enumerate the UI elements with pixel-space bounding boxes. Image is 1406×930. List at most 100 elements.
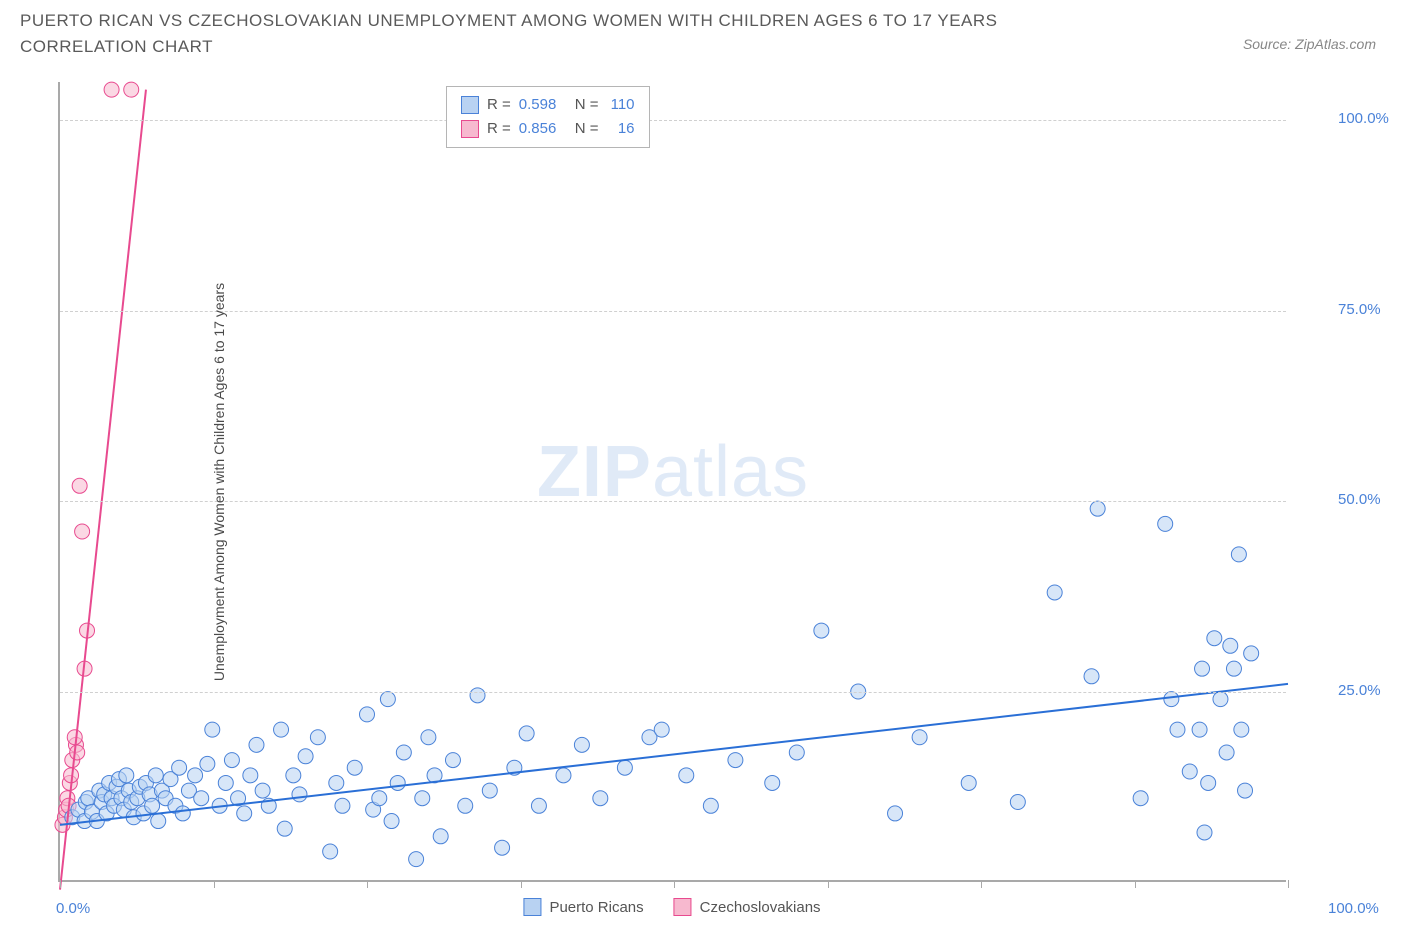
grid-line (60, 692, 1286, 693)
scatter-point (249, 737, 264, 752)
scatter-point (380, 692, 395, 707)
scatter-point (286, 768, 301, 783)
legend-label: Czechoslovakians (700, 899, 821, 916)
scatter-point (384, 814, 399, 829)
scatter-point (1192, 722, 1207, 737)
grid-line (60, 311, 1286, 312)
x-tick (521, 880, 522, 888)
scatter-point (151, 814, 166, 829)
scatter-point (421, 730, 436, 745)
x-tick (60, 880, 61, 888)
scatter-point (124, 82, 139, 97)
scatter-point (415, 791, 430, 806)
scatter-point (1084, 669, 1099, 684)
scatter-point (72, 478, 87, 493)
y-tick-label: 25.0% (1338, 682, 1381, 699)
scatter-point (205, 722, 220, 737)
scatter-point (703, 798, 718, 813)
legend-item: Czechoslovakians (674, 898, 821, 916)
scatter-point (1238, 783, 1253, 798)
scatter-point (482, 783, 497, 798)
y-tick-label: 50.0% (1338, 491, 1381, 508)
grid-line (60, 120, 1286, 121)
scatter-point (1010, 795, 1025, 810)
x-tick (981, 880, 982, 888)
x-tick (828, 880, 829, 888)
scatter-point (218, 775, 233, 790)
regression-line (60, 684, 1288, 825)
scatter-point (679, 768, 694, 783)
scatter-point (1090, 501, 1105, 516)
source-name: ZipAtlas.com (1295, 36, 1376, 52)
y-tick-label: 100.0% (1338, 110, 1389, 127)
scatter-point (888, 806, 903, 821)
plot-area: ZIPatlas 25.0%50.0%75.0%100.0%0.0%100.0% (58, 82, 1286, 882)
scatter-point (104, 82, 119, 97)
scatter-point (765, 775, 780, 790)
scatter-point (574, 737, 589, 752)
scatter-point (495, 840, 510, 855)
legend-label: Puerto Ricans (549, 899, 643, 916)
scatter-point (1231, 547, 1246, 562)
y-tick-label: 75.0% (1338, 301, 1381, 318)
x-tick (214, 880, 215, 888)
scatter-point (360, 707, 375, 722)
scatter-point (255, 783, 270, 798)
scatter-point (172, 760, 187, 775)
scatter-point (531, 798, 546, 813)
scatter-point (390, 775, 405, 790)
scatter-point (1213, 692, 1228, 707)
scatter-point (194, 791, 209, 806)
x-tick-label-left: 0.0% (56, 900, 90, 917)
scatter-point (243, 768, 258, 783)
scatter-point (70, 745, 85, 760)
x-tick-label-right: 100.0% (1328, 900, 1379, 917)
scatter-point (1219, 745, 1234, 760)
scatter-point (292, 787, 307, 802)
plot-container: ZIPatlas 25.0%50.0%75.0%100.0%0.0%100.0%… (58, 82, 1286, 882)
scatter-point (372, 791, 387, 806)
scatter-point (347, 760, 362, 775)
scatter-point (556, 768, 571, 783)
r-label: R = (487, 117, 511, 141)
scatter-point (593, 791, 608, 806)
scatter-point (1195, 661, 1210, 676)
x-tick (1135, 880, 1136, 888)
scatter-point (1223, 638, 1238, 653)
r-label: R = (487, 93, 511, 117)
scatter-point (789, 745, 804, 760)
r-value: 0.856 (519, 117, 567, 141)
scatter-point (175, 806, 190, 821)
scatter-point (1207, 631, 1222, 646)
scatter-point (224, 753, 239, 768)
scatter-point (912, 730, 927, 745)
source-prefix: Source: (1243, 36, 1295, 52)
scatter-svg (60, 82, 1288, 882)
scatter-point (1182, 764, 1197, 779)
stat-legend: R =0.598N =110R =0.856N =16 (446, 86, 650, 148)
scatter-point (396, 745, 411, 760)
scatter-point (1197, 825, 1212, 840)
scatter-point (200, 756, 215, 771)
scatter-point (617, 760, 632, 775)
scatter-point (445, 753, 460, 768)
scatter-point (1226, 661, 1241, 676)
source-attribution: Source: ZipAtlas.com (1243, 36, 1376, 52)
scatter-point (1164, 692, 1179, 707)
scatter-point (433, 829, 448, 844)
scatter-point (277, 821, 292, 836)
x-tick (674, 880, 675, 888)
n-label: N = (575, 93, 599, 117)
swatch-icon (523, 898, 541, 916)
scatter-point (728, 753, 743, 768)
scatter-point (1170, 722, 1185, 737)
swatch-icon (461, 120, 479, 138)
scatter-point (814, 623, 829, 638)
scatter-point (1244, 646, 1259, 661)
scatter-point (409, 852, 424, 867)
scatter-point (119, 768, 134, 783)
scatter-point (274, 722, 289, 737)
legend-item: Puerto Ricans (523, 898, 643, 916)
chart-title: PUERTO RICAN VS CZECHOSLOVAKIAN UNEMPLOY… (20, 8, 1120, 60)
scatter-point (1133, 791, 1148, 806)
